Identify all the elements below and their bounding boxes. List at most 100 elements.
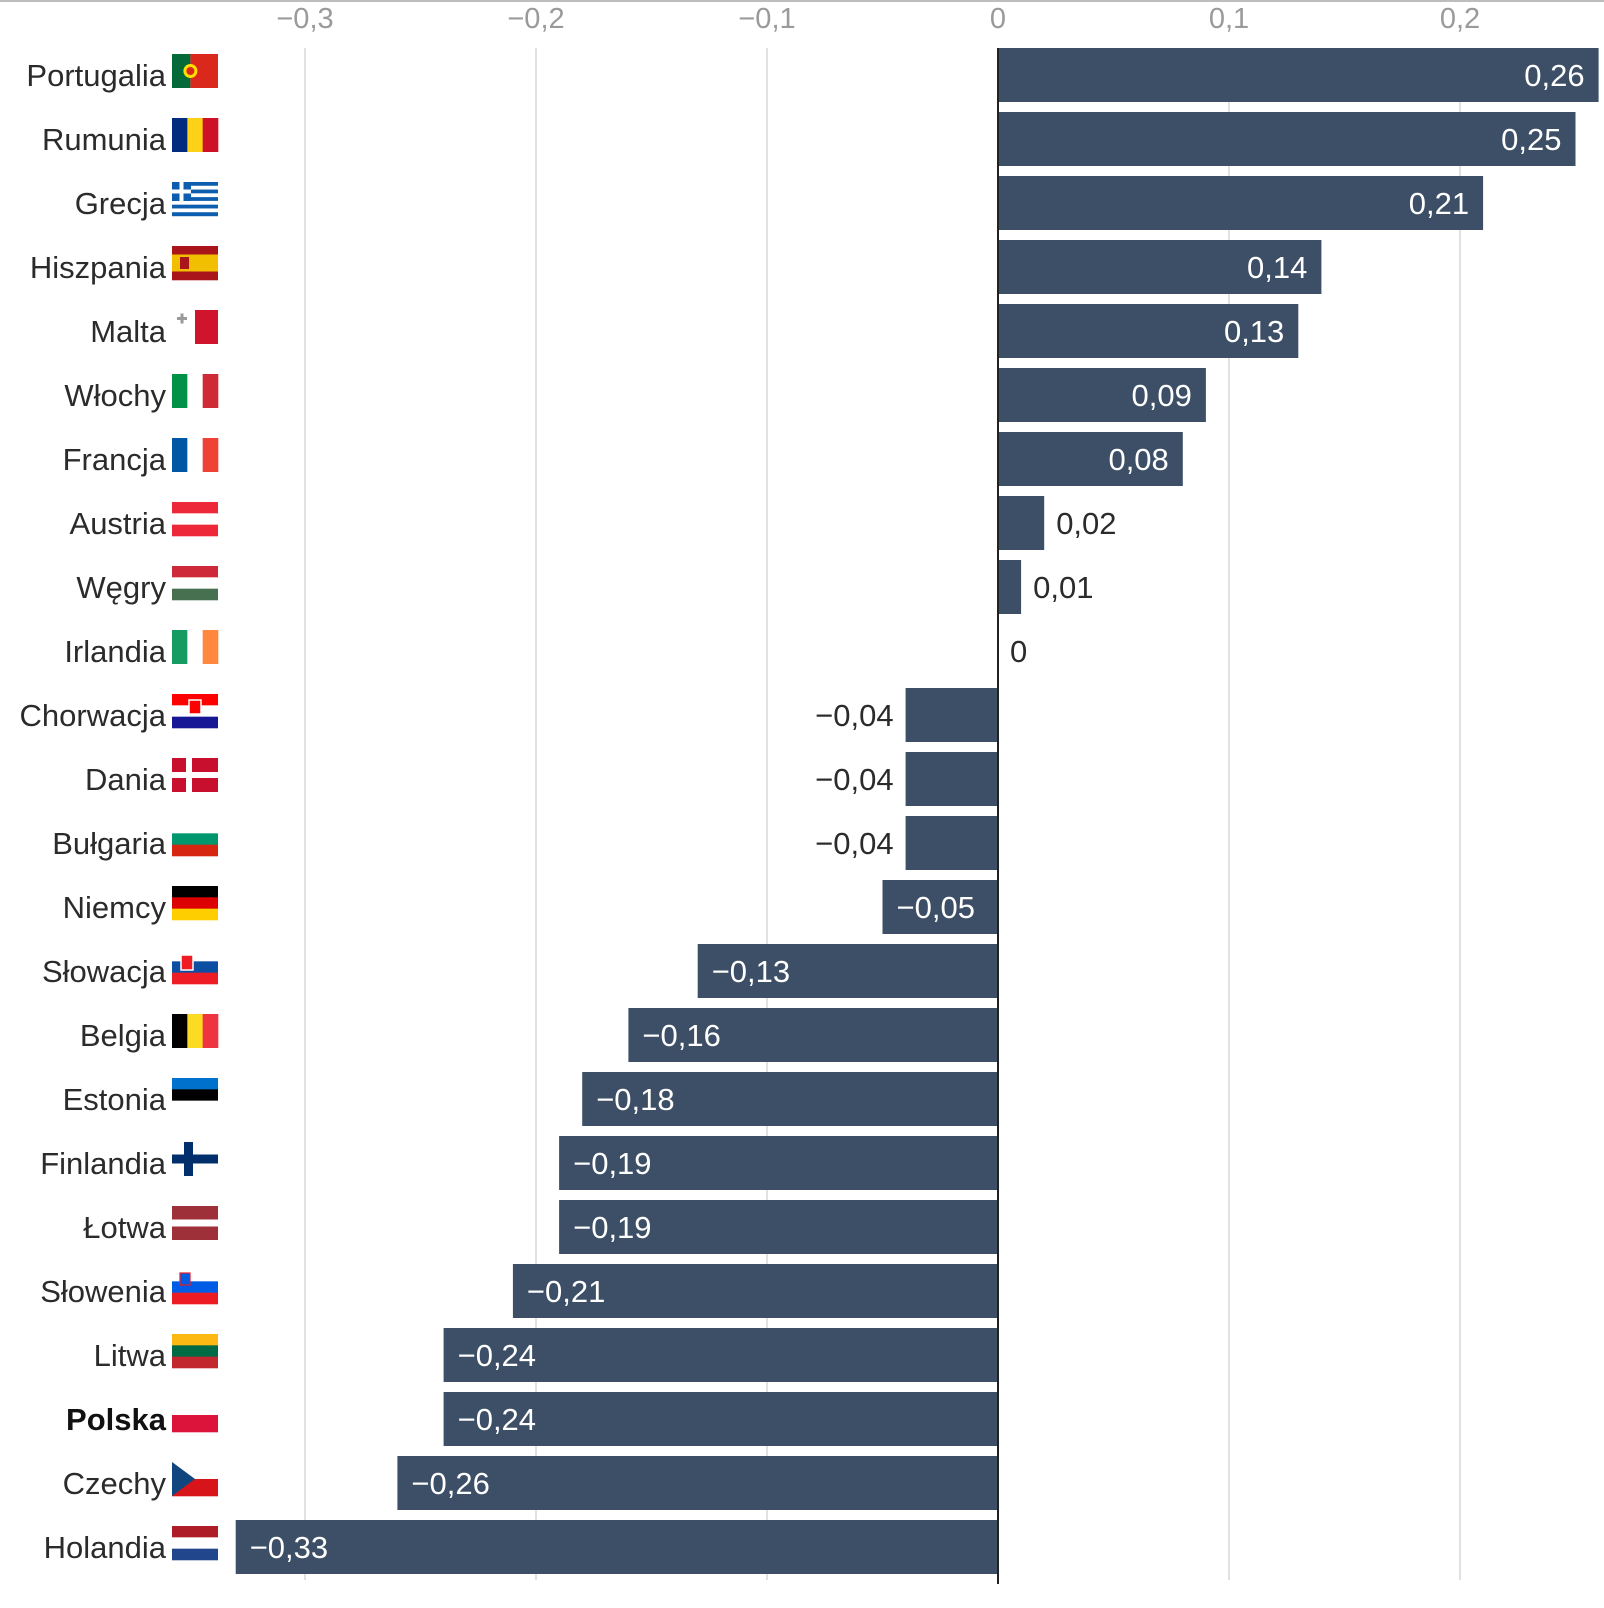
value-label: 0,02 [1056, 506, 1116, 541]
denmark-flag-icon [172, 758, 218, 792]
romania-flag-icon [172, 118, 219, 152]
value-label: −0,33 [250, 1530, 328, 1565]
value-label: 0,13 [1224, 314, 1284, 349]
value-label: 0,25 [1501, 122, 1561, 157]
category-label: Irlandia [64, 634, 166, 669]
category-label: Estonia [63, 1082, 167, 1117]
value-label: −0,18 [596, 1082, 674, 1117]
latvia-flag-icon [172, 1206, 218, 1240]
bar [443, 1392, 999, 1446]
bar [397, 1456, 998, 1510]
x-tick-label: −0,1 [738, 3, 795, 35]
slovakia-flag-icon [172, 950, 218, 985]
value-label: 0,01 [1033, 570, 1093, 605]
portugal-flag-icon [172, 54, 218, 88]
bar [905, 688, 998, 742]
category-label: Grecja [75, 186, 167, 221]
bar [998, 496, 1045, 550]
category-label: Niemcy [63, 890, 167, 925]
value-label: −0,19 [573, 1146, 651, 1181]
value-label: −0,24 [458, 1338, 536, 1373]
value-label: −0,21 [527, 1274, 605, 1309]
category-label: Polska [66, 1402, 167, 1437]
bar [628, 1008, 998, 1062]
spain-flag-icon [172, 246, 218, 281]
bar [235, 1520, 998, 1574]
category-label: Węgry [76, 570, 166, 605]
x-tick-label: 0 [990, 3, 1006, 35]
bar [998, 368, 1206, 422]
france-flag-icon [172, 438, 219, 472]
category-label: Austria [70, 506, 167, 541]
bar [998, 48, 1599, 102]
category-label: Malta [90, 314, 167, 349]
category-label: Słowenia [40, 1274, 167, 1309]
malta-flag-icon [172, 310, 218, 344]
estonia-flag-icon [172, 1078, 218, 1113]
bar [582, 1072, 998, 1126]
value-label: −0,05 [897, 890, 975, 925]
bar [559, 1200, 998, 1254]
belgium-flag-icon [172, 1014, 219, 1048]
value-label: −0,24 [458, 1402, 536, 1437]
value-label: 0,08 [1108, 442, 1168, 477]
value-label: −0,04 [815, 826, 893, 861]
category-label: Rumunia [42, 122, 167, 157]
category-label: Portugalia [26, 58, 166, 93]
category-label: Francja [63, 442, 167, 477]
bar [998, 112, 1576, 166]
value-label: −0,26 [411, 1466, 489, 1501]
greece-flag-icon [172, 182, 218, 217]
category-label: Czechy [63, 1466, 167, 1501]
austria-flag-icon [172, 502, 218, 537]
value-label: 0,21 [1409, 186, 1469, 221]
lithuania-flag-icon [172, 1334, 218, 1369]
category-label: Hiszpania [30, 250, 167, 285]
bulgaria-flag-icon [172, 822, 218, 857]
category-label: Finlandia [40, 1146, 167, 1181]
bar [998, 560, 1022, 614]
x-tick-label: −0,3 [276, 3, 333, 35]
category-label: Belgia [80, 1018, 167, 1053]
bar [905, 816, 998, 870]
bar [512, 1264, 998, 1318]
value-label: −0,04 [815, 698, 893, 733]
croatia-flag-icon [172, 694, 218, 729]
ireland-flag-icon [172, 630, 219, 664]
italy-flag-icon [172, 374, 219, 408]
bar [697, 944, 998, 998]
bar [882, 880, 998, 934]
finland-flag-icon [172, 1142, 218, 1176]
netherlands-flag-icon [172, 1526, 218, 1561]
slovenia-flag-icon [172, 1270, 218, 1305]
x-tick-label: 0,2 [1440, 3, 1480, 35]
value-label: 0 [1010, 634, 1027, 669]
value-label: −0,16 [642, 1018, 720, 1053]
bar [998, 240, 1322, 294]
value-label: 0,14 [1247, 250, 1307, 285]
value-label: 0,09 [1132, 378, 1192, 413]
hungary-flag-icon [172, 566, 218, 601]
category-label: Litwa [94, 1338, 167, 1373]
bar [905, 752, 998, 806]
category-label: Chorwacja [20, 698, 167, 733]
germany-flag-icon [172, 886, 218, 921]
x-tick-label: −0,2 [507, 3, 564, 35]
value-label: 0,26 [1524, 58, 1584, 93]
czechia-flag-icon [172, 1462, 218, 1497]
category-label: Dania [85, 762, 167, 797]
bar [443, 1328, 999, 1382]
value-label: −0,19 [573, 1210, 651, 1245]
bar [998, 304, 1299, 358]
category-label: Bułgaria [52, 826, 166, 861]
bar [559, 1136, 998, 1190]
value-label: −0,13 [712, 954, 790, 989]
category-label: Holandia [44, 1530, 167, 1565]
category-label: Słowacja [42, 954, 167, 989]
x-tick-label: 0,1 [1209, 3, 1249, 35]
bar [998, 176, 1484, 230]
category-label: Włochy [64, 378, 166, 413]
category-label: Łotwa [83, 1210, 166, 1245]
